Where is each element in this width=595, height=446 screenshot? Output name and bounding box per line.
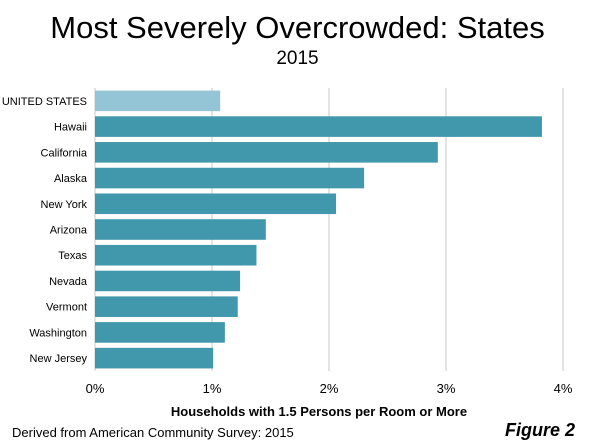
category-label: New York (41, 199, 88, 211)
category-label: New Jersey (30, 353, 88, 365)
category-label: Texas (58, 250, 87, 262)
x-tick-label: 4% (554, 381, 573, 396)
bar (95, 116, 542, 137)
figure-label: Figure 2 (504, 420, 575, 440)
bar (95, 296, 238, 317)
bar (95, 270, 241, 292)
x-tick-label: 3% (437, 381, 456, 396)
bar (95, 219, 266, 240)
category-label: UNITED STATES (2, 96, 87, 108)
chart-subtitle: 2015 (276, 48, 319, 69)
source-note: Derived from American Community Survey: … (12, 425, 294, 440)
category-label: Washington (29, 327, 87, 339)
category-label: Vermont (46, 302, 87, 314)
bar (95, 142, 438, 163)
category-label: Hawaii (54, 122, 87, 134)
category-label: Nevada (49, 276, 88, 288)
category-label: Alaska (54, 173, 88, 185)
bar (95, 167, 365, 189)
bar (95, 90, 221, 112)
category-label: Arizona (50, 225, 88, 237)
bar (95, 322, 225, 343)
bar (95, 193, 337, 215)
x-tick-label: 0% (86, 381, 105, 396)
chart-title: Most Severely Overcrowded: States (50, 10, 545, 45)
x-tick-label: 1% (203, 381, 222, 396)
category-label: California (41, 147, 88, 159)
x-tick-label: 2% (320, 381, 339, 396)
bar (95, 244, 257, 266)
bar (95, 347, 214, 369)
x-axis-title: Households with 1.5 Persons per Room or … (171, 404, 467, 419)
